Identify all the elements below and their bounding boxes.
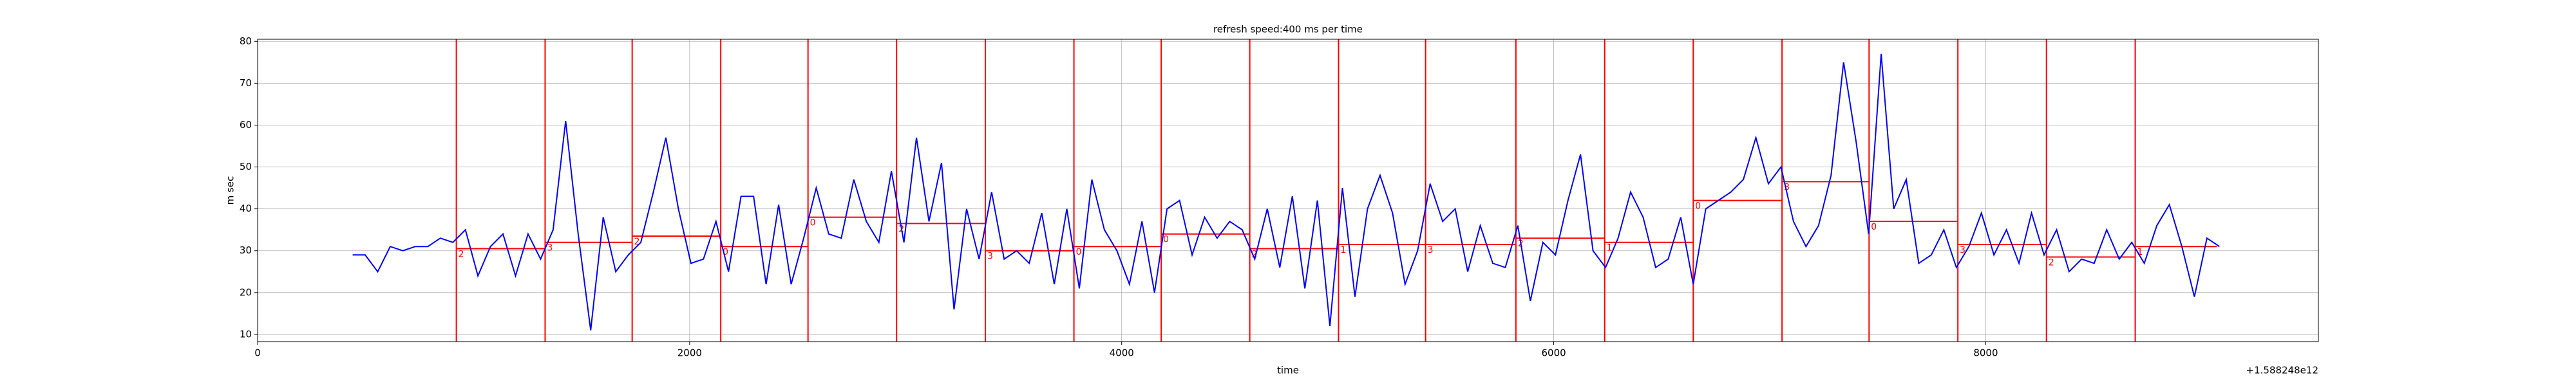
y-tick-label: 40 — [240, 203, 252, 214]
x-offset-label: +1.588248e12 — [2246, 365, 2318, 376]
segment-label: 3 — [1428, 245, 1434, 255]
x-tick-label: 6000 — [1541, 347, 1566, 359]
x-tick-label: 2000 — [677, 347, 702, 359]
segment-label: 3 — [987, 252, 993, 262]
segment-label: 1 — [1340, 245, 1346, 255]
y-tick-label: 10 — [240, 328, 252, 340]
segment-label: 0 — [723, 247, 728, 257]
segment-label: 1 — [2137, 247, 2143, 257]
segment-label: 1 — [1607, 243, 1613, 253]
data-line — [352, 53, 2220, 331]
segment-label: 2 — [1252, 249, 1258, 259]
x-tick-label: 8000 — [1973, 347, 1998, 359]
plot-frame — [257, 39, 2319, 342]
segment-label: 0 — [1695, 201, 1701, 212]
chart-title: refresh speed:400 ms per time — [1213, 24, 1363, 35]
segment-label: 3 — [1784, 182, 1790, 192]
y-tick-label: 20 — [240, 286, 252, 298]
segment-label: 2 — [634, 237, 640, 247]
y-axis-label: m sec — [225, 176, 236, 205]
segment-label: 3 — [1960, 245, 1965, 255]
segment-label: 0 — [1076, 247, 1082, 257]
segment-label: 0 — [1163, 235, 1169, 245]
y-tick-label: 80 — [240, 35, 252, 47]
y-tick-label: 30 — [240, 244, 252, 256]
x-tick-label: 4000 — [1110, 347, 1134, 359]
segment-label: 2 — [2049, 258, 2054, 268]
x-axis-label: time — [1277, 365, 1299, 376]
y-tick-label: 60 — [240, 119, 252, 131]
segment-label: 2 — [459, 249, 464, 259]
y-tick-label: 70 — [240, 77, 252, 89]
x-tick-label: 0 — [254, 347, 261, 359]
segment-label: 0 — [810, 218, 816, 228]
segment-label: 0 — [1871, 222, 1877, 232]
y-tick-label: 50 — [240, 161, 252, 172]
segment-label: 3 — [547, 243, 553, 253]
